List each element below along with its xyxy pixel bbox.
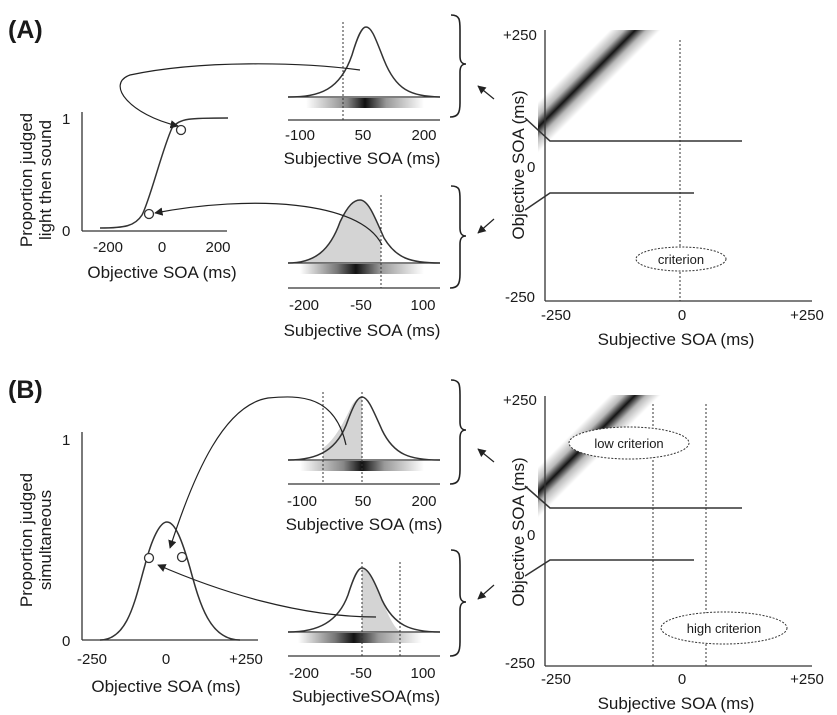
panel-b-top-gaussian-curve <box>287 396 441 461</box>
panel-a-space-upper-trace <box>524 117 742 142</box>
panel-b-arrow-top <box>168 396 347 549</box>
panel-b-psychometric-ylabel-2: simultaneous <box>36 490 55 590</box>
panel-b-xtick-right: +250 <box>229 651 263 668</box>
panel-a-psychometric-plot: Proportion judged light then sound 1 0 -… <box>17 111 237 282</box>
panel-a-ytick-1: 1 <box>62 111 70 128</box>
panel-b-bottom-xtick-1: -50 <box>350 665 372 682</box>
panel-b-bottom-brace <box>449 549 467 657</box>
panel-a-low-point <box>143 208 155 220</box>
panel-a-top-xtick-1: 50 <box>355 127 372 144</box>
panel-a-space-xtick-right: +250 <box>790 307 824 324</box>
panel-b-bottom-noise-bar <box>298 633 422 643</box>
panel-b-high-criterion-box <box>660 611 788 645</box>
panel-a-brace-arrow-top <box>477 85 495 100</box>
panel-a-top-distribution: -100 50 200 Subjective SOA (ms) <box>284 22 441 168</box>
panel-a-brace-arrow-bottom <box>477 218 495 234</box>
panel-a-space-xtick-mid: 0 <box>678 307 686 324</box>
panel-a-bottom-shaded-area <box>288 200 381 263</box>
panel-a-bottom-xlabel: Subjective SOA (ms) <box>284 321 441 340</box>
panel-b-xtick-mid: 0 <box>162 651 170 668</box>
panel-b-space-ylabel: Objective SOA (ms) <box>509 457 528 606</box>
panel-a-top-xlabel: Subjective SOA (ms) <box>284 149 441 168</box>
panel-b-bottom-xtick-0: -200 <box>289 665 319 682</box>
panel-b-top-distribution: -100 50 200 Subjective SOA (ms) <box>286 392 443 534</box>
panel-b-high-criterion-label: high criterion <box>687 621 761 636</box>
panel-a-arrow-high <box>119 63 361 129</box>
panel-b-xtick-left: -250 <box>77 651 107 668</box>
panel-b-decision-space: +250 0 -250 Objective SOA (ms) -250 0 +2… <box>503 392 824 713</box>
panel-a-bottom-xtick-1: -50 <box>350 297 372 314</box>
panel-a-psychometric-ylabel-2: light then sound <box>36 120 55 240</box>
panel-b-psychometric-curve <box>99 521 241 641</box>
panel-a-criterion-label-box <box>635 246 727 272</box>
panel-b-psychometric-ylabel-1: Proportion judged <box>17 473 36 607</box>
panel-b-space-xlabel: Subjective SOA (ms) <box>598 694 755 713</box>
panel-b-space-upper-trace <box>524 485 742 509</box>
panel-a-arrow-low <box>154 202 383 246</box>
panel-b-bottom-xlabel: SubjectiveSOA(ms) <box>292 687 440 706</box>
panel-b-psychometric-xlabel: Objective SOA (ms) <box>91 677 240 696</box>
panel-b-space-xtick-mid: 0 <box>678 671 686 688</box>
panel-a-criterion-label: criterion <box>658 252 704 267</box>
panel-a-high-point <box>175 124 187 136</box>
panel-a-bottom-gaussian-curve <box>287 199 441 264</box>
panel-a-top-brace <box>449 14 467 118</box>
panel-b-label: (B) <box>8 376 43 404</box>
panel-a-space-lower-trace <box>524 192 694 211</box>
panel-a-bottom-brace <box>449 185 467 289</box>
panel-a-space-ytick-bot: -250 <box>505 289 535 306</box>
panel-a-psychometric-curve <box>99 117 229 229</box>
panel-b-space-lower-trace <box>524 559 694 577</box>
panel-a-ytick-0: 0 <box>62 223 70 240</box>
panel-a-xtick-0: 0 <box>158 239 166 256</box>
panel-b-top-brace <box>449 379 467 485</box>
panel-b-brace-arrow-bottom <box>477 584 495 600</box>
panel-b-top-xtick-1: 50 <box>355 493 372 510</box>
panel-a-space-ytick-mid: 0 <box>527 159 535 176</box>
panel-a-space-xlabel: Subjective SOA (ms) <box>598 330 755 349</box>
panel-b-space-ytick-mid: 0 <box>527 527 535 544</box>
panel-b-right-point <box>176 551 188 563</box>
panel-b-top-shaded-area <box>323 397 362 460</box>
panel-a-top-xtick-2: 200 <box>411 127 436 144</box>
panel-b-psychometric-plot: Proportion judged simultaneous 1 0 -250 … <box>17 432 263 696</box>
panel-a-psychometric-ylabel-1: Proportion judged <box>17 113 36 247</box>
panel-b-arrow-bottom <box>157 564 377 618</box>
panel-a-label: (A) <box>8 16 43 44</box>
panel-a-bottom-distribution: -200 -50 100 Subjective SOA (ms) <box>284 195 441 340</box>
panel-a-top-xtick-0: -100 <box>285 127 315 144</box>
panel-b-low-criterion-label: low criterion <box>594 436 663 451</box>
panel-a-space-ylabel: Objective SOA (ms) <box>509 90 528 239</box>
panel-a-decision-space: +250 0 -250 Objective SOA (ms) -250 0 +2… <box>503 27 824 349</box>
panel-a-bottom-xtick-2: 100 <box>410 297 435 314</box>
panel-a-top-gaussian-curve <box>287 26 441 98</box>
panel-b-top-xtick-0: -100 <box>287 493 317 510</box>
panel-a-space-xtick-left: -250 <box>541 307 571 324</box>
panel-b-left-point <box>143 552 155 564</box>
panel-a-space-ytick-top: +250 <box>503 27 537 44</box>
panel-a-bottom-xtick-0: -200 <box>289 297 319 314</box>
panel-b-top-xtick-2: 200 <box>411 493 436 510</box>
panel-b-bottom-xtick-2: 100 <box>410 665 435 682</box>
panel-b-space-ytick-top: +250 <box>503 392 537 409</box>
panel-b-ytick-1: 1 <box>62 432 70 449</box>
panel-a-diagonal-band <box>538 30 763 255</box>
panel-b-bottom-distribution: -200 -50 100 SubjectiveSOA(ms) <box>287 562 440 706</box>
panel-a-xtick-neg200: -200 <box>93 239 123 256</box>
panel-a-top-noise-bar <box>306 98 424 108</box>
panel-b-bottom-shaded-area <box>362 568 400 632</box>
panel-b-low-criterion-box <box>568 426 690 460</box>
panel-b-ytick-0: 0 <box>62 633 70 650</box>
panel-a-psychometric-xlabel: Objective SOA (ms) <box>87 263 236 282</box>
panel-b-space-xtick-left: -250 <box>541 671 571 688</box>
panel-b-space-ytick-bot: -250 <box>505 655 535 672</box>
panel-a-bottom-noise-bar <box>300 264 424 274</box>
panel-b-brace-arrow-top <box>477 448 495 463</box>
panel-b-space-xtick-right: +250 <box>790 671 824 688</box>
panel-a-xtick-200: 200 <box>205 239 230 256</box>
panel-b-top-xlabel: Subjective SOA (ms) <box>286 515 443 534</box>
